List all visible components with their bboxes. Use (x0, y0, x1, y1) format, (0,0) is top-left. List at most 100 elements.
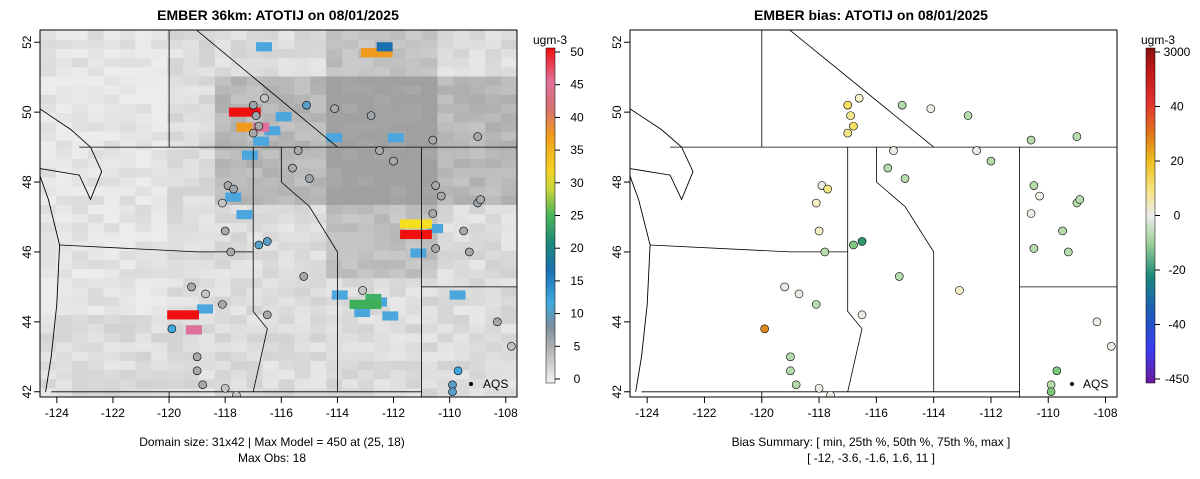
grid-cell (517, 296, 534, 306)
grid-cell (55, 103, 73, 114)
grid-cell (214, 369, 232, 380)
grid-cell (246, 332, 264, 343)
grid-cell (358, 130, 375, 141)
grid-cell (119, 286, 136, 297)
grid-cell (214, 250, 232, 260)
grid-cell (373, 341, 391, 352)
x-tick-label: -108 (494, 406, 518, 420)
grid-cell (517, 342, 534, 352)
grid-cell (469, 360, 486, 371)
grid-cell (151, 57, 168, 68)
grid-cell (485, 341, 502, 352)
grid-cell (262, 378, 280, 389)
grid-cell (167, 305, 184, 316)
grid-cell (87, 149, 105, 160)
grid-cell (135, 158, 152, 169)
grid-cell (437, 185, 454, 196)
grid-cell (135, 323, 152, 334)
grid-cell (214, 268, 232, 279)
grid-cell (469, 332, 486, 343)
grid-cell (517, 379, 534, 389)
grid-cell (55, 39, 73, 49)
grid-cell (71, 75, 89, 86)
grid-cell (517, 305, 534, 315)
grid-cell (469, 112, 486, 123)
colorbar-tick-label: -450 (1165, 372, 1189, 386)
grid-cell (342, 176, 359, 187)
grid-cell (294, 341, 311, 352)
grid-cell (389, 277, 407, 288)
grid-cell (405, 130, 423, 141)
grid-cell (310, 204, 327, 215)
x-tick-label: -112 (979, 406, 1002, 420)
y-tick-label: 52 (610, 35, 624, 49)
grid-cell (405, 176, 423, 187)
grid-cell (453, 66, 470, 77)
grid-cell (119, 323, 136, 334)
bias-point (814, 226, 824, 236)
grid-cell (373, 360, 391, 371)
grid-cell (485, 360, 502, 371)
grid-cell (87, 351, 105, 361)
grid-cell (326, 305, 343, 316)
grid-cell (40, 158, 57, 169)
grid-cell (262, 277, 280, 288)
grid-cell-hotspot (360, 48, 393, 58)
grid-cell (167, 296, 184, 306)
grid-cell (310, 121, 327, 132)
colorbar-tick-label: 3000 (1164, 45, 1191, 59)
grid-cell (262, 176, 280, 187)
grid-cell (71, 250, 89, 260)
grid-cell (342, 213, 359, 224)
grid-cell (151, 185, 168, 196)
observation-point (229, 184, 238, 194)
grid-cell (246, 30, 264, 40)
grid-cell (87, 213, 105, 224)
observation-point (493, 317, 502, 327)
grid-cell (71, 268, 89, 279)
border-line (195, 30, 338, 148)
grid-cell (389, 250, 407, 260)
grid-cell (278, 213, 295, 224)
grid-cell (71, 360, 89, 371)
grid-cell (469, 48, 486, 59)
grid-cell (421, 332, 439, 343)
grid-cell (358, 314, 375, 325)
grid-cell (358, 75, 375, 86)
grid-cell (421, 305, 439, 316)
x-tick-label: -110 (438, 406, 461, 420)
grid-cell (437, 387, 454, 397)
bias-point (780, 282, 789, 292)
grid-cell (453, 204, 470, 215)
grid-cell (421, 103, 439, 114)
grid-cell (246, 323, 264, 334)
grid-cell (230, 286, 248, 297)
grid-cell (342, 277, 359, 288)
grid-cell (389, 195, 407, 205)
grid-cell (517, 250, 534, 260)
grid-cell (453, 130, 470, 141)
grid-cell (55, 48, 73, 59)
grid-cell (246, 286, 264, 297)
grid-cell (87, 222, 105, 233)
grid-cell (310, 195, 327, 205)
grid-cell (119, 332, 136, 343)
grid-cell (199, 323, 216, 334)
y-tick-label: 50 (610, 105, 624, 119)
model-footer-line1: Domain size: 31x42 | Max Model = 450 at … (139, 435, 405, 449)
grid-cell (103, 30, 121, 31)
grid-cell (262, 250, 280, 260)
grid-cell (278, 259, 295, 270)
grid-cell (469, 222, 486, 233)
grid-cell (501, 30, 517, 40)
grid-cell (55, 94, 73, 104)
grid-cell (501, 332, 517, 343)
grid-cell (310, 185, 327, 196)
grid-cell (151, 231, 168, 242)
grid-cell (437, 176, 454, 187)
grid-cell (437, 286, 454, 297)
grid-cell (310, 241, 327, 251)
grid-cell (40, 360, 57, 371)
grid-cell (167, 103, 184, 114)
grid-cell (405, 268, 423, 279)
